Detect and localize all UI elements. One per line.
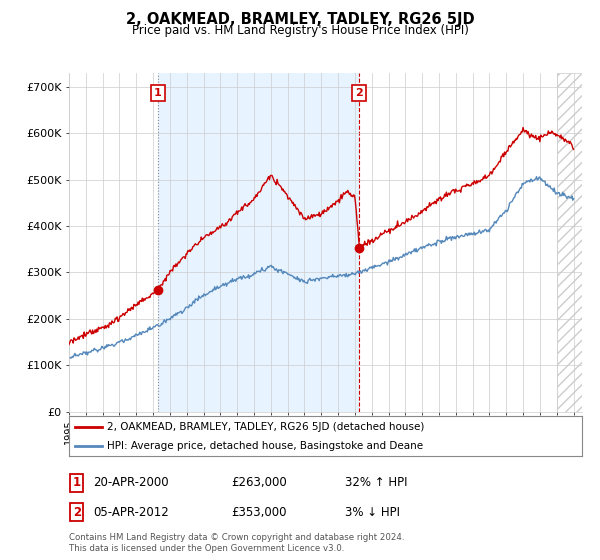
Text: 2: 2 (356, 88, 364, 98)
Text: 1: 1 (154, 88, 161, 98)
Text: 2, OAKMEAD, BRAMLEY, TADLEY, RG26 5JD: 2, OAKMEAD, BRAMLEY, TADLEY, RG26 5JD (125, 12, 475, 27)
Text: Contains HM Land Registry data © Crown copyright and database right 2024.: Contains HM Land Registry data © Crown c… (69, 533, 404, 542)
Text: £263,000: £263,000 (231, 476, 287, 489)
Text: 20-APR-2000: 20-APR-2000 (93, 476, 169, 489)
Text: This data is licensed under the Open Government Licence v3.0.: This data is licensed under the Open Gov… (69, 544, 344, 553)
Text: 2: 2 (73, 506, 81, 519)
Text: £353,000: £353,000 (231, 506, 287, 519)
Text: 05-APR-2012: 05-APR-2012 (93, 506, 169, 519)
Bar (158, 73, 359, 412)
Text: 2, OAKMEAD, BRAMLEY, TADLEY, RG26 5JD (detached house): 2, OAKMEAD, BRAMLEY, TADLEY, RG26 5JD (d… (107, 422, 425, 432)
Text: 32% ↑ HPI: 32% ↑ HPI (345, 476, 407, 489)
Text: 3% ↓ HPI: 3% ↓ HPI (345, 506, 400, 519)
Text: 1: 1 (73, 476, 81, 489)
Bar (557, 73, 582, 412)
Text: HPI: Average price, detached house, Basingstoke and Deane: HPI: Average price, detached house, Basi… (107, 441, 424, 451)
Text: Price paid vs. HM Land Registry's House Price Index (HPI): Price paid vs. HM Land Registry's House … (131, 24, 469, 36)
